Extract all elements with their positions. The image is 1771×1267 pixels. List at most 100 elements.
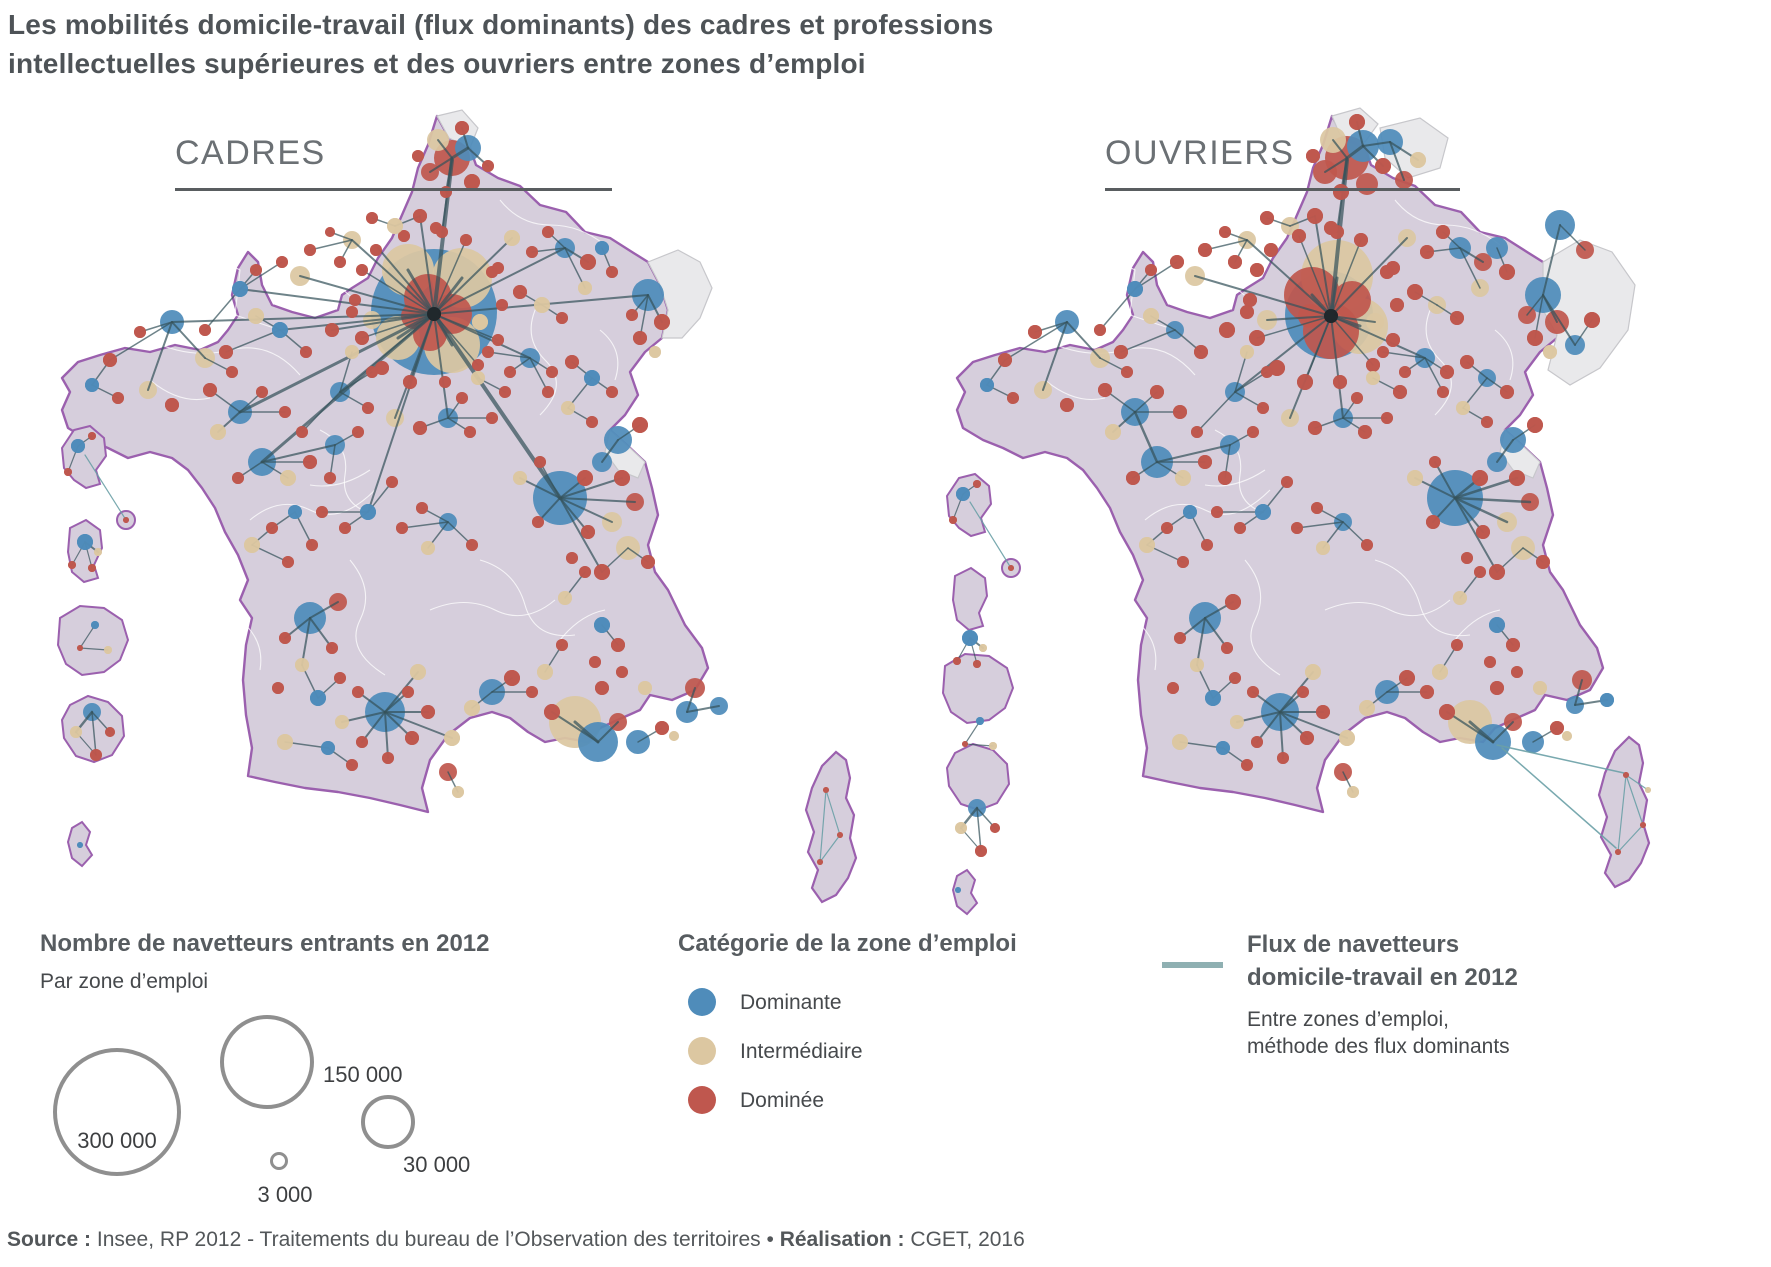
employment-zone-circle [421, 541, 435, 555]
employment-zone-circle [542, 386, 554, 398]
employment-zone-circle [1489, 564, 1505, 580]
source-line: Source : Insee, RP 2012 - Traitements du… [7, 1228, 1025, 1252]
employment-zone-circle [1600, 693, 1614, 707]
employment-zone-circle [1509, 470, 1525, 486]
flow-line [309, 239, 353, 251]
employment-zone-circle [1240, 345, 1254, 359]
employment-zone-circle [1386, 333, 1400, 347]
flow-line [559, 497, 603, 573]
employment-zone-circle [112, 392, 124, 404]
employment-zone-circle [427, 307, 441, 321]
employment-zone-circle [1324, 309, 1338, 323]
employment-zone-circle [526, 686, 538, 698]
flow-line [601, 439, 619, 463]
employment-zone-circle [1499, 264, 1515, 280]
employment-zone-circle [1407, 284, 1423, 300]
employment-zone-circle [1645, 787, 1651, 793]
employment-zone-circle [633, 331, 647, 345]
flow-line [401, 521, 449, 529]
employment-zone-circle [1358, 425, 1372, 439]
uncategorized-zone-shape [647, 249, 713, 339]
employment-zone-circle [321, 741, 335, 755]
employment-zone-circle [1377, 346, 1389, 358]
employment-zone-circle [279, 406, 291, 418]
employment-zone-circle [412, 150, 424, 162]
employment-zone-circle [1194, 345, 1208, 359]
employment-zone-circle [421, 705, 435, 719]
department-border [1425, 299, 1452, 416]
employment-zone-circle [1429, 456, 1441, 468]
flow-line [519, 477, 561, 499]
landmass-layer [56, 114, 858, 904]
flow-line [1625, 774, 1644, 826]
employment-zone-circle [561, 401, 575, 415]
employment-zone-circle [460, 234, 472, 246]
employment-zone-circle [1292, 229, 1306, 243]
flow-line [964, 720, 981, 745]
flow-line [1453, 496, 1509, 524]
department-border [1374, 559, 1471, 637]
flux-subtitle-line2: méthode des flux dominants [1247, 1035, 1510, 1059]
employment-zone-circle [1170, 255, 1184, 269]
employment-zone-circle [534, 456, 546, 468]
size-legend-subtitle: Par zone d’emploi [40, 970, 209, 993]
employment-zone-circle [1277, 752, 1289, 764]
employment-zone-circle [1440, 365, 1454, 379]
employment-zone-circle [410, 664, 426, 680]
flow-line [1382, 351, 1426, 359]
employment-zone-circle [1533, 681, 1547, 695]
employment-zone-circle [1247, 426, 1259, 438]
employment-zone-circle [316, 506, 328, 518]
flow-line [1330, 315, 1426, 359]
realisation-label: Réalisation : [779, 1228, 905, 1251]
employment-zone-circle [472, 359, 484, 371]
employment-zone-circle [1316, 705, 1330, 719]
flow-line [331, 313, 435, 331]
employment-zone-circle [595, 681, 609, 695]
flow-line [1134, 261, 1178, 290]
employment-zone-circle [537, 664, 553, 680]
employment-zone-circle [534, 297, 550, 313]
employment-zone-circle [1420, 245, 1434, 259]
employment-zone-circle [1191, 426, 1203, 438]
flow-line [1345, 144, 1365, 160]
employment-zone-circle [306, 539, 318, 551]
employment-zone-circle [1219, 226, 1231, 238]
employment-zone-circle [416, 502, 428, 514]
map-cadres [56, 109, 858, 904]
employment-zone-circle [1437, 386, 1449, 398]
employment-zone-circle [352, 686, 364, 698]
employment-zone-circle [578, 281, 592, 295]
flow-line [1453, 476, 1519, 500]
employment-zone-circle [980, 378, 994, 392]
employment-zone-circle [532, 516, 544, 528]
employment-zone-circle [1407, 470, 1423, 486]
employment-zone-circle [1506, 638, 1520, 652]
employment-zone-circle [1028, 325, 1042, 339]
employment-zone-circle [436, 226, 448, 238]
employment-zone-circle [346, 759, 358, 771]
employment-zone-circle [1060, 398, 1074, 412]
flow-line [433, 239, 467, 315]
department-border [309, 469, 371, 487]
employment-zone-circle [1550, 721, 1564, 735]
employment-zone-circle [94, 548, 102, 556]
employment-zone-circle [581, 525, 595, 539]
flow-line [261, 444, 336, 463]
department-border [1134, 619, 1157, 671]
flow-line [433, 313, 531, 359]
employment-zone-circle [1511, 666, 1523, 678]
employment-zone-circle [1251, 736, 1263, 748]
flow-line [1133, 410, 1159, 464]
flow-line [1256, 711, 1281, 743]
employment-zone-circle [219, 345, 233, 359]
flow-line [1256, 315, 1332, 339]
employment-zone-circle [1361, 539, 1373, 551]
employment-zone-circle [973, 660, 981, 668]
page-title-line1: Les mobilités domicile-travail (flux dom… [8, 9, 994, 40]
employment-zone-circle [1175, 470, 1191, 486]
employment-zone-circle [526, 246, 538, 258]
employment-zone-circle [471, 371, 485, 385]
flow-line [279, 313, 435, 331]
employment-zone-circle [1349, 114, 1365, 130]
